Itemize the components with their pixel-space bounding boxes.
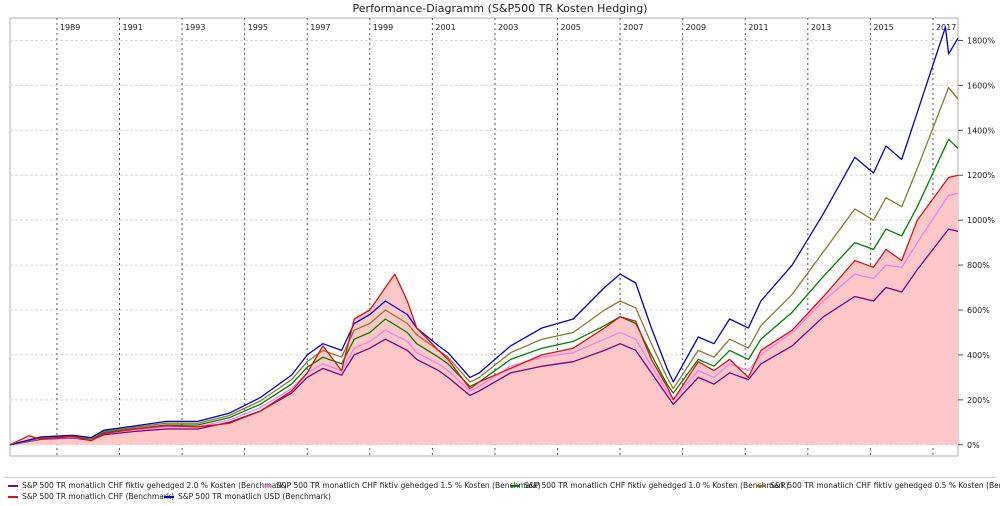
legend-item-1-5-kosten[interactable]: S&P 500 TR monatlich CHF fiktiv gehedged…	[262, 481, 541, 490]
y-tick-label: 0%	[967, 441, 980, 450]
legend-label: S&P 500 TR monatlich CHF fiktiv gehedged…	[22, 481, 287, 490]
y-tick-label: 800%	[967, 261, 990, 270]
x-tick-label: 2003	[498, 23, 518, 32]
series-line-4	[9, 174, 959, 446]
legend-item-2-0-kosten[interactable]: S&P 500 TR monatlich CHF fiktiv gehedged…	[8, 481, 287, 490]
series-line-5	[9, 26, 959, 446]
y-tick-label: 200%	[967, 396, 990, 405]
x-tick-label: 2009	[686, 23, 706, 32]
legend-swatch	[262, 484, 272, 487]
series-line-1	[9, 192, 959, 446]
x-tick-label: 2005	[561, 23, 581, 32]
y-tick-label: 1200%	[967, 171, 995, 180]
x-tick-label: 2007	[623, 23, 643, 32]
legend-label: S&P 500 TR monatlich CHF fiktiv gehedged…	[276, 481, 541, 490]
legend-swatch	[8, 484, 18, 487]
x-tick-label: 1991	[123, 23, 143, 32]
y-tick-label: 600%	[967, 306, 990, 315]
series-line-3	[9, 86, 959, 446]
y-tick-label: 400%	[967, 351, 990, 360]
x-tick-label: 2013	[811, 23, 831, 32]
legend-label: S&P 500 TR monatlich USD (Benchmark)	[178, 492, 331, 501]
x-tick-label: 1993	[185, 23, 205, 32]
series-line-2	[9, 138, 959, 446]
legend-label: S&P 500 TR monatlich CHF (Benchmark)	[22, 492, 175, 501]
x-tick-label: 1995	[248, 23, 268, 32]
y-tick-label: 1000%	[967, 216, 995, 225]
x-tick-label: 1989	[60, 23, 80, 32]
legend-swatch	[510, 484, 520, 487]
legend-item-1-0-kosten[interactable]: S&P 500 TR monatlich CHF fiktiv gehedged…	[510, 481, 789, 490]
x-tick-label: 2001	[435, 23, 455, 32]
legend-label: S&P 500 TR monatlich CHF fiktiv gehedged…	[524, 481, 789, 490]
chart-legend: S&P 500 TR monatlich CHF fiktiv gehedged…	[4, 477, 1000, 504]
legend-item-chf[interactable]: S&P 500 TR monatlich CHF (Benchmark)	[8, 492, 174, 501]
legend-swatch	[8, 495, 18, 498]
y-tick-label: 1400%	[967, 126, 995, 135]
legend-label: S&P 500 TR monatlich CHF fiktiv gehedged…	[770, 481, 1000, 490]
y-tick-label: 1800%	[967, 36, 995, 45]
legend-swatch	[164, 495, 174, 498]
series-area-chf	[10, 175, 958, 445]
x-tick-label: 2015	[873, 23, 893, 32]
legend-swatch	[756, 484, 766, 487]
legend-item-usd[interactable]: S&P 500 TR monatlich USD (Benchmark)	[164, 492, 331, 501]
legend-item-0-5-kosten[interactable]: S&P 500 TR monatlich CHF fiktiv gehedged…	[756, 481, 1000, 490]
chart-title: Performance-Diagramm (S&P500 TR Kosten H…	[352, 2, 648, 15]
x-tick-label: 2011	[748, 23, 768, 32]
x-tick-label: 1999	[373, 23, 393, 32]
y-tick-label: 1600%	[967, 81, 995, 90]
performance-chart: 0% 200% 400% 600% 800% 1000% 1200% 1400% 1600% 18…	[9, 17, 995, 457]
x-tick-label: 1997	[310, 23, 330, 32]
